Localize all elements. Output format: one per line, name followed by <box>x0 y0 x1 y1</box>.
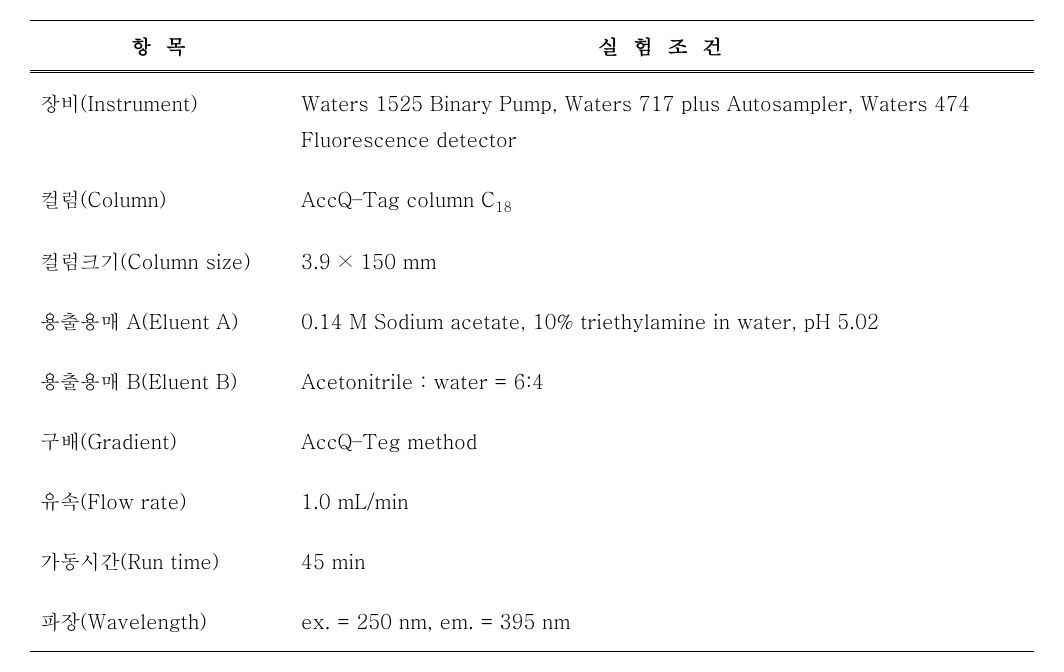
row-condition-value: 45 min <box>291 531 1034 591</box>
table-row: 용출용매 A(Eluent A)0.14 M Sodium acetate, 1… <box>30 291 1034 351</box>
table-row: 유속(Flow rate)1.0 mL/min <box>30 471 1034 531</box>
row-item-label: 장비(Instrument) <box>30 72 291 170</box>
row-item-label: 가동시간(Run time) <box>30 531 291 591</box>
conditions-table: 항 목 실 험 조 건 장비(Instrument)Waters 1525 Bi… <box>30 20 1034 652</box>
table-row: 용출용매 B(Eluent B)Acetonitrile : water = 6… <box>30 351 1034 411</box>
row-condition-value: Acetonitrile : water = 6:4 <box>291 351 1034 411</box>
header-item: 항 목 <box>30 21 291 72</box>
table-body: 장비(Instrument)Waters 1525 Binary Pump, W… <box>30 72 1034 652</box>
row-condition-value: AccQ–Teg method <box>291 411 1034 471</box>
row-item-label: 컬럼크기(Column size) <box>30 231 291 291</box>
table-row: 장비(Instrument)Waters 1525 Binary Pump, W… <box>30 72 1034 170</box>
table-row: 컬럼크기(Column size)3.9 × 150 mm <box>30 231 1034 291</box>
table-row: 가동시간(Run time)45 min <box>30 531 1034 591</box>
row-item-label: 파장(Wavelength) <box>30 591 291 652</box>
header-condition: 실 험 조 건 <box>291 21 1034 72</box>
table-header-row: 항 목 실 험 조 건 <box>30 21 1034 72</box>
row-item-label: 컬럼(Column) <box>30 169 291 231</box>
row-item-label: 구배(Gradient) <box>30 411 291 471</box>
table-row: 컬럼(Column)AccQ–Tag column C18 <box>30 169 1034 231</box>
table-row: 구배(Gradient)AccQ–Teg method <box>30 411 1034 471</box>
row-condition-value: 1.0 mL/min <box>291 471 1034 531</box>
row-item-label: 유속(Flow rate) <box>30 471 291 531</box>
row-condition-value: AccQ–Tag column C18 <box>291 169 1034 231</box>
row-condition-value: ex. = 250 nm, em. = 395 nm <box>291 591 1034 652</box>
row-item-label: 용출용매 B(Eluent B) <box>30 351 291 411</box>
table-row: 파장(Wavelength)ex. = 250 nm, em. = 395 nm <box>30 591 1034 652</box>
row-condition-value: Waters 1525 Binary Pump, Waters 717 plus… <box>291 72 1034 170</box>
row-item-label: 용출용매 A(Eluent A) <box>30 291 291 351</box>
row-condition-value: 3.9 × 150 mm <box>291 231 1034 291</box>
row-condition-value: 0.14 M Sodium acetate, 10% triethylamine… <box>291 291 1034 351</box>
